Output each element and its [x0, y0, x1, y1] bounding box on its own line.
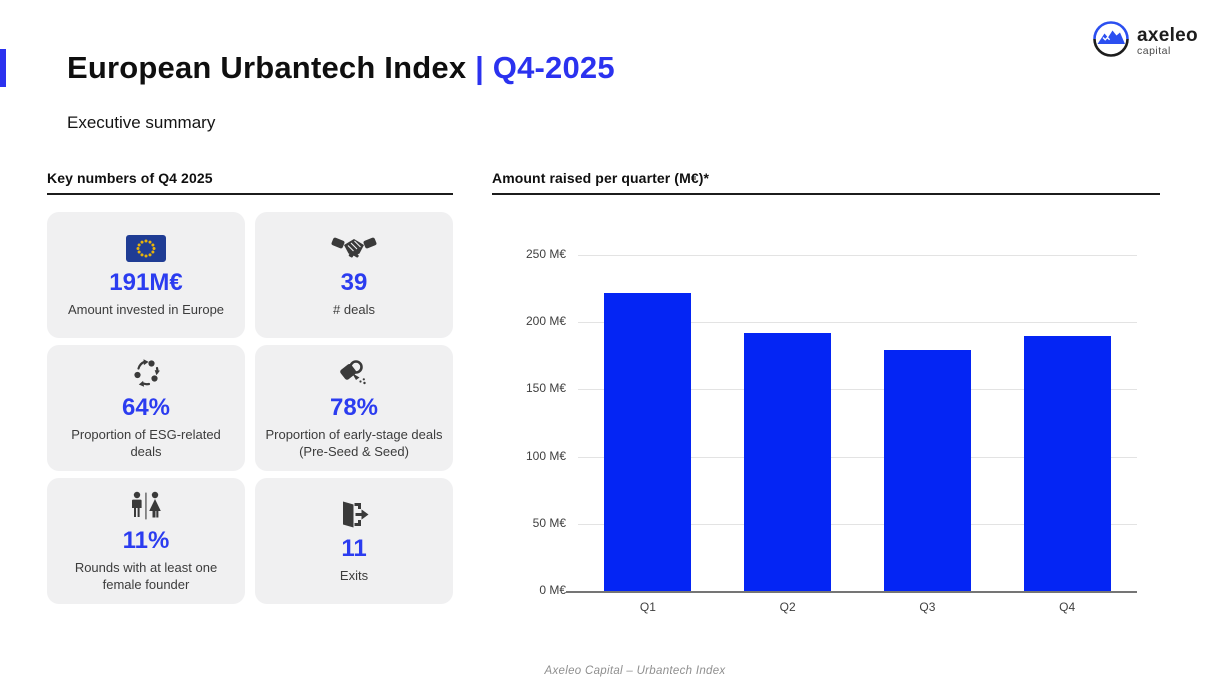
- deals-value: 39: [340, 269, 368, 297]
- chart-plot: Q1 Q2 Q3 Q4: [566, 255, 1137, 614]
- exit-door-icon: [339, 497, 369, 531]
- card-female-founder: 11% Rounds with at least one female foun…: [47, 478, 245, 604]
- title-accent-bar: [0, 49, 6, 87]
- logo-wordmark: axeleo: [1137, 25, 1198, 47]
- page-title: European Urbantech Index | Q4-2025: [67, 50, 615, 86]
- bar-q2: [744, 332, 832, 591]
- key-numbers-section: Key numbers of Q4 2025 191M€ Amount inve…: [47, 170, 453, 604]
- page-title-black: European Urbantech Index: [67, 50, 476, 85]
- gridline: [578, 523, 1137, 525]
- logo-subtitle: capital: [1137, 45, 1171, 58]
- early-stage-deals-value: 78%: [329, 393, 379, 421]
- chart-section: Amount raised per quarter (M€)* Q1 Q2 Q3 Q4…: [492, 170, 1160, 625]
- eu-flag-icon: [126, 231, 166, 265]
- card-esg-deals: 64% Proportion of ESG-related deals: [47, 345, 245, 471]
- male-female-icon: [129, 489, 163, 523]
- female-founder-value: 11%: [122, 526, 170, 554]
- card-deals: 39 # deals: [255, 212, 453, 338]
- watering-can-icon: [337, 356, 371, 390]
- amount-raised-bar-chart: Q1 Q2 Q3 Q4 0 M€ 50 M€ 100 M€ 150 M€ 200 M€ 250 …: [492, 195, 1160, 625]
- amount-invested-label: Amount invested in Europe: [67, 302, 225, 318]
- footer-note: Axeleo Capital – Urbantech Index: [544, 665, 726, 677]
- gridline: [578, 322, 1137, 324]
- y-tick-label: 50 M€: [532, 515, 566, 530]
- y-tick-label: 150 M€: [525, 381, 566, 396]
- x-tick-label: Q2: [779, 600, 796, 614]
- y-tick-label: 250 M€: [525, 247, 566, 261]
- early-stage-deals-label: Proportion of early-stage deals (Pre-See…: [265, 426, 443, 459]
- key-numbers-header: Key numbers of Q4 2025: [47, 170, 453, 195]
- bar-q3: [883, 350, 971, 591]
- deals-label: # deals: [333, 302, 375, 318]
- subtitle: Executive summary: [67, 113, 216, 132]
- x-axis-line: [566, 591, 1137, 593]
- x-tick-label: Q3: [919, 600, 936, 614]
- key-numbers-grid: 191M€ Amount invested in Europe: [47, 212, 453, 604]
- handshake-icon: [331, 231, 377, 265]
- esg-deals-value: 64%: [121, 393, 171, 421]
- esg-cycle-icon: [130, 356, 162, 390]
- x-tick-label: Q1: [639, 600, 656, 614]
- female-founder-label: Rounds with at least one female founder: [74, 559, 218, 592]
- x-tick-label: Q4: [1059, 600, 1076, 614]
- page-title-quarter: | Q4-2025: [475, 50, 615, 85]
- exits-label: Exits: [339, 568, 369, 584]
- card-amount-invested: 191M€ Amount invested in Europe: [47, 212, 245, 338]
- exits-value: 11: [341, 535, 367, 563]
- mountain-logo-icon: [1090, 18, 1132, 65]
- y-tick-label: 0 M€: [539, 583, 566, 597]
- bar-q1: [604, 292, 692, 591]
- bar-q4: [1023, 335, 1111, 591]
- y-tick-label: 100 M€: [525, 448, 566, 463]
- card-exits: 11 Exits: [255, 478, 453, 604]
- amount-invested-value: 191M€: [109, 269, 183, 297]
- chart-header: Amount raised per quarter (M€)*: [492, 170, 1160, 195]
- gridline: [578, 389, 1137, 391]
- esg-deals-label: Proportion of ESG-related deals: [71, 426, 221, 459]
- y-tick-label: 200 M€: [525, 314, 566, 329]
- gridline: [578, 456, 1137, 458]
- gridline: [578, 255, 1137, 256]
- card-early-stage-deals: 78% Proportion of early-stage deals (Pre…: [255, 345, 453, 471]
- axeleo-capital-logo: axeleo capital: [1090, 18, 1198, 65]
